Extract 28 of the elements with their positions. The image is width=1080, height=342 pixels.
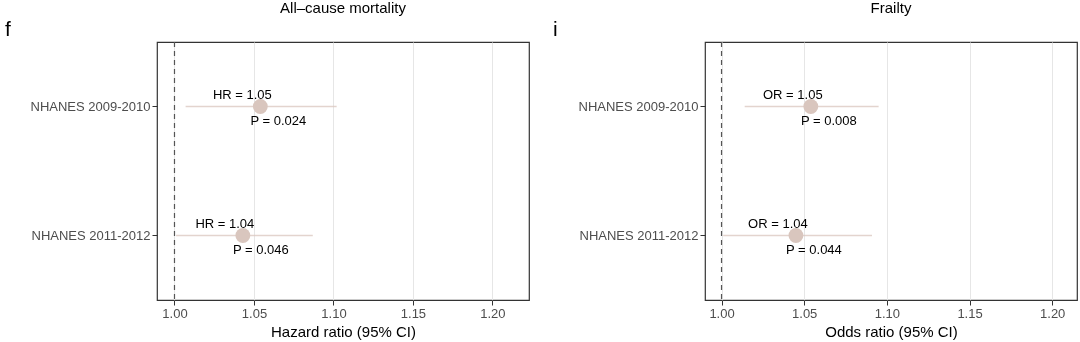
x-tick-label: 1.10 [321,305,347,321]
annotation: HR = 1.04 [195,215,255,231]
y-tick-label: NHANES 2011-2012 [31,227,151,243]
x-axis-title: Odds ratio (95% CI) [825,322,958,340]
annotation: OR = 1.05 [763,86,823,102]
annotation: OR = 1.04 [748,215,808,231]
x-tick-label: 1.00 [162,305,188,321]
y-tick-label: NHANES 2009-2010 [578,98,699,114]
y-tick-label: NHANES 2011-2012 [579,227,699,243]
text: i [553,17,558,40]
annotation: P = 0.024 [250,112,307,128]
x-tick-label: 1.05 [241,305,268,321]
text: f [5,17,11,40]
annotation: HR = 1.05 [212,86,272,102]
annotation: P = 0.044 [786,241,842,257]
x-tick-label: 1.00 [709,305,735,321]
annotation: P = 0.046 [232,241,289,257]
x-axis-title: Hazard ratio (95% CI) [270,322,417,340]
annotation: P = 0.008 [800,112,857,128]
chart-title: Frailty [870,0,912,16]
y-tick-label: NHANES 2009-2010 [30,98,151,114]
x-tick-label: 1.05 [792,305,818,321]
x-tick-label: 1.15 [957,305,983,321]
x-tick-label: 1.20 [1040,305,1066,321]
x-tick-label: 1.20 [480,305,506,321]
chart-title: All–cause mortality [280,0,407,16]
x-tick-label: 1.10 [874,305,901,321]
x-tick-label: 1.15 [400,305,427,321]
